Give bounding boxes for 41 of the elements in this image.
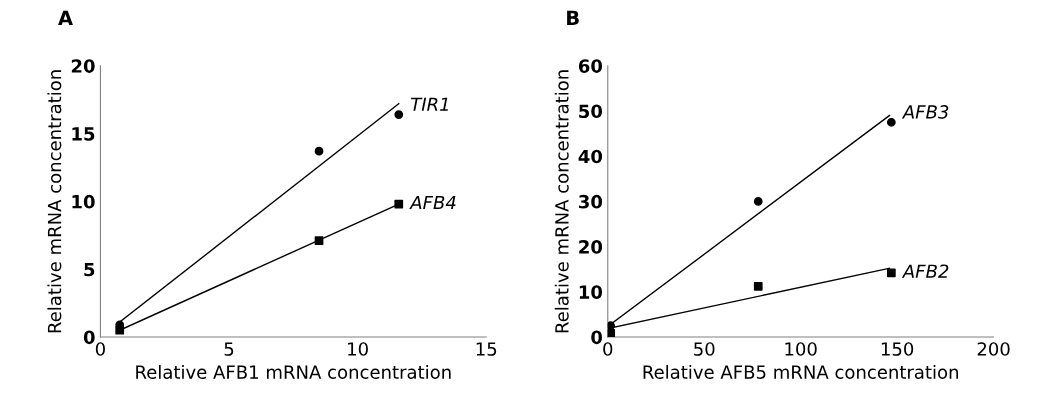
y-tick-label: 40 (578, 149, 603, 164)
point (886, 117, 896, 127)
y-tick-label: 20 (579, 240, 603, 254)
x-tick-label: 10 (348, 342, 368, 356)
series-label: AFB4 (409, 195, 456, 210)
x-tick-label: 0 (95, 342, 105, 356)
y-tick-label: 10 (579, 285, 603, 299)
point (314, 236, 324, 246)
point (607, 329, 616, 338)
point (115, 325, 125, 335)
x-tick-label: 0 (603, 342, 613, 356)
chart-title: B (567, 10, 579, 25)
series-label: AFB3 (901, 105, 949, 119)
point (886, 268, 896, 278)
y-tick-label: 30 (579, 194, 603, 209)
x-axis-title: Relative AFB1 mRNA concentration (136, 364, 451, 379)
y-tick-label: 0 (591, 330, 603, 345)
y-tick-label: 15 (72, 127, 95, 141)
y-tick-label: 0 (83, 330, 95, 345)
y-tick-label: 10 (72, 194, 95, 209)
x-tick-label: 50 (694, 342, 715, 356)
point (753, 282, 763, 291)
point (394, 199, 404, 209)
y-axis-title: Relative mRNA concentration (554, 70, 569, 333)
chart-title: A (58, 10, 73, 25)
x-tick-label: 200 (977, 342, 1010, 356)
x-tick-label: 5 (224, 342, 234, 356)
y-axis-title: Relative mRNA concentration (47, 70, 62, 333)
y-tick-label: 5 (84, 262, 95, 277)
series-label: AFB2 (901, 264, 949, 278)
point (753, 197, 763, 206)
x-tick-label: 100 (785, 342, 817, 356)
x-tick-label: 15 (476, 342, 497, 356)
y-tick-label: 60 (578, 59, 603, 73)
x-axis-title: Relative AFB5 mRNA concentration (643, 364, 958, 379)
y-tick-label: 50 (579, 104, 603, 119)
x-tick-label: 150 (881, 342, 914, 356)
point (314, 146, 324, 156)
y-tick-label: 20 (71, 59, 95, 73)
series-label: TIR1 (411, 97, 448, 111)
point (394, 110, 404, 119)
